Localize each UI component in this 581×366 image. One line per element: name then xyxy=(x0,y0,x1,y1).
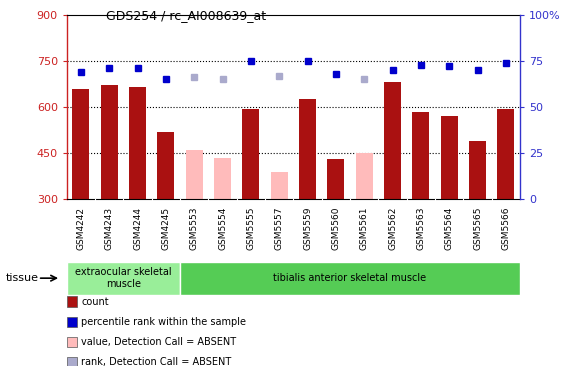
Text: percentile rank within the sample: percentile rank within the sample xyxy=(81,317,246,327)
Bar xyxy=(157,132,174,199)
Text: GSM5559: GSM5559 xyxy=(303,207,312,250)
Bar xyxy=(356,153,373,199)
Text: GSM5555: GSM5555 xyxy=(246,207,256,250)
Bar xyxy=(497,109,514,199)
Bar xyxy=(328,160,345,199)
Bar xyxy=(67,262,180,295)
Text: GSM5561: GSM5561 xyxy=(360,207,369,250)
Bar xyxy=(186,150,203,199)
Bar xyxy=(271,172,288,199)
Text: value, Detection Call = ABSENT: value, Detection Call = ABSENT xyxy=(81,337,236,347)
Bar xyxy=(180,262,520,295)
Text: count: count xyxy=(81,296,109,307)
Text: GSM4243: GSM4243 xyxy=(105,207,114,250)
Text: tissue: tissue xyxy=(6,273,39,283)
Text: GSM5566: GSM5566 xyxy=(501,207,510,250)
Bar xyxy=(242,109,259,199)
Text: GSM4244: GSM4244 xyxy=(133,207,142,250)
Bar xyxy=(299,99,316,199)
Text: rank, Detection Call = ABSENT: rank, Detection Call = ABSENT xyxy=(81,357,232,366)
Text: GSM5562: GSM5562 xyxy=(388,207,397,250)
Bar xyxy=(101,86,118,199)
Text: GSM5554: GSM5554 xyxy=(218,207,227,250)
Text: extraocular skeletal
muscle: extraocular skeletal muscle xyxy=(75,267,172,289)
Bar xyxy=(413,112,429,199)
Bar xyxy=(129,87,146,199)
Text: GSM4242: GSM4242 xyxy=(77,207,85,250)
Text: GDS254 / rc_AI008639_at: GDS254 / rc_AI008639_at xyxy=(106,9,266,22)
Text: GSM4245: GSM4245 xyxy=(162,207,170,250)
Bar xyxy=(73,89,89,199)
Text: GSM5557: GSM5557 xyxy=(275,207,284,250)
Text: GSM5563: GSM5563 xyxy=(417,207,425,250)
Text: GSM5564: GSM5564 xyxy=(444,207,454,250)
Bar xyxy=(384,82,401,199)
Bar xyxy=(469,141,486,199)
Bar xyxy=(440,116,458,199)
Text: GSM5560: GSM5560 xyxy=(331,207,340,250)
Text: GSM5553: GSM5553 xyxy=(190,207,199,250)
Bar xyxy=(214,158,231,199)
Text: tibialis anterior skeletal muscle: tibialis anterior skeletal muscle xyxy=(274,273,426,283)
Text: GSM5565: GSM5565 xyxy=(473,207,482,250)
